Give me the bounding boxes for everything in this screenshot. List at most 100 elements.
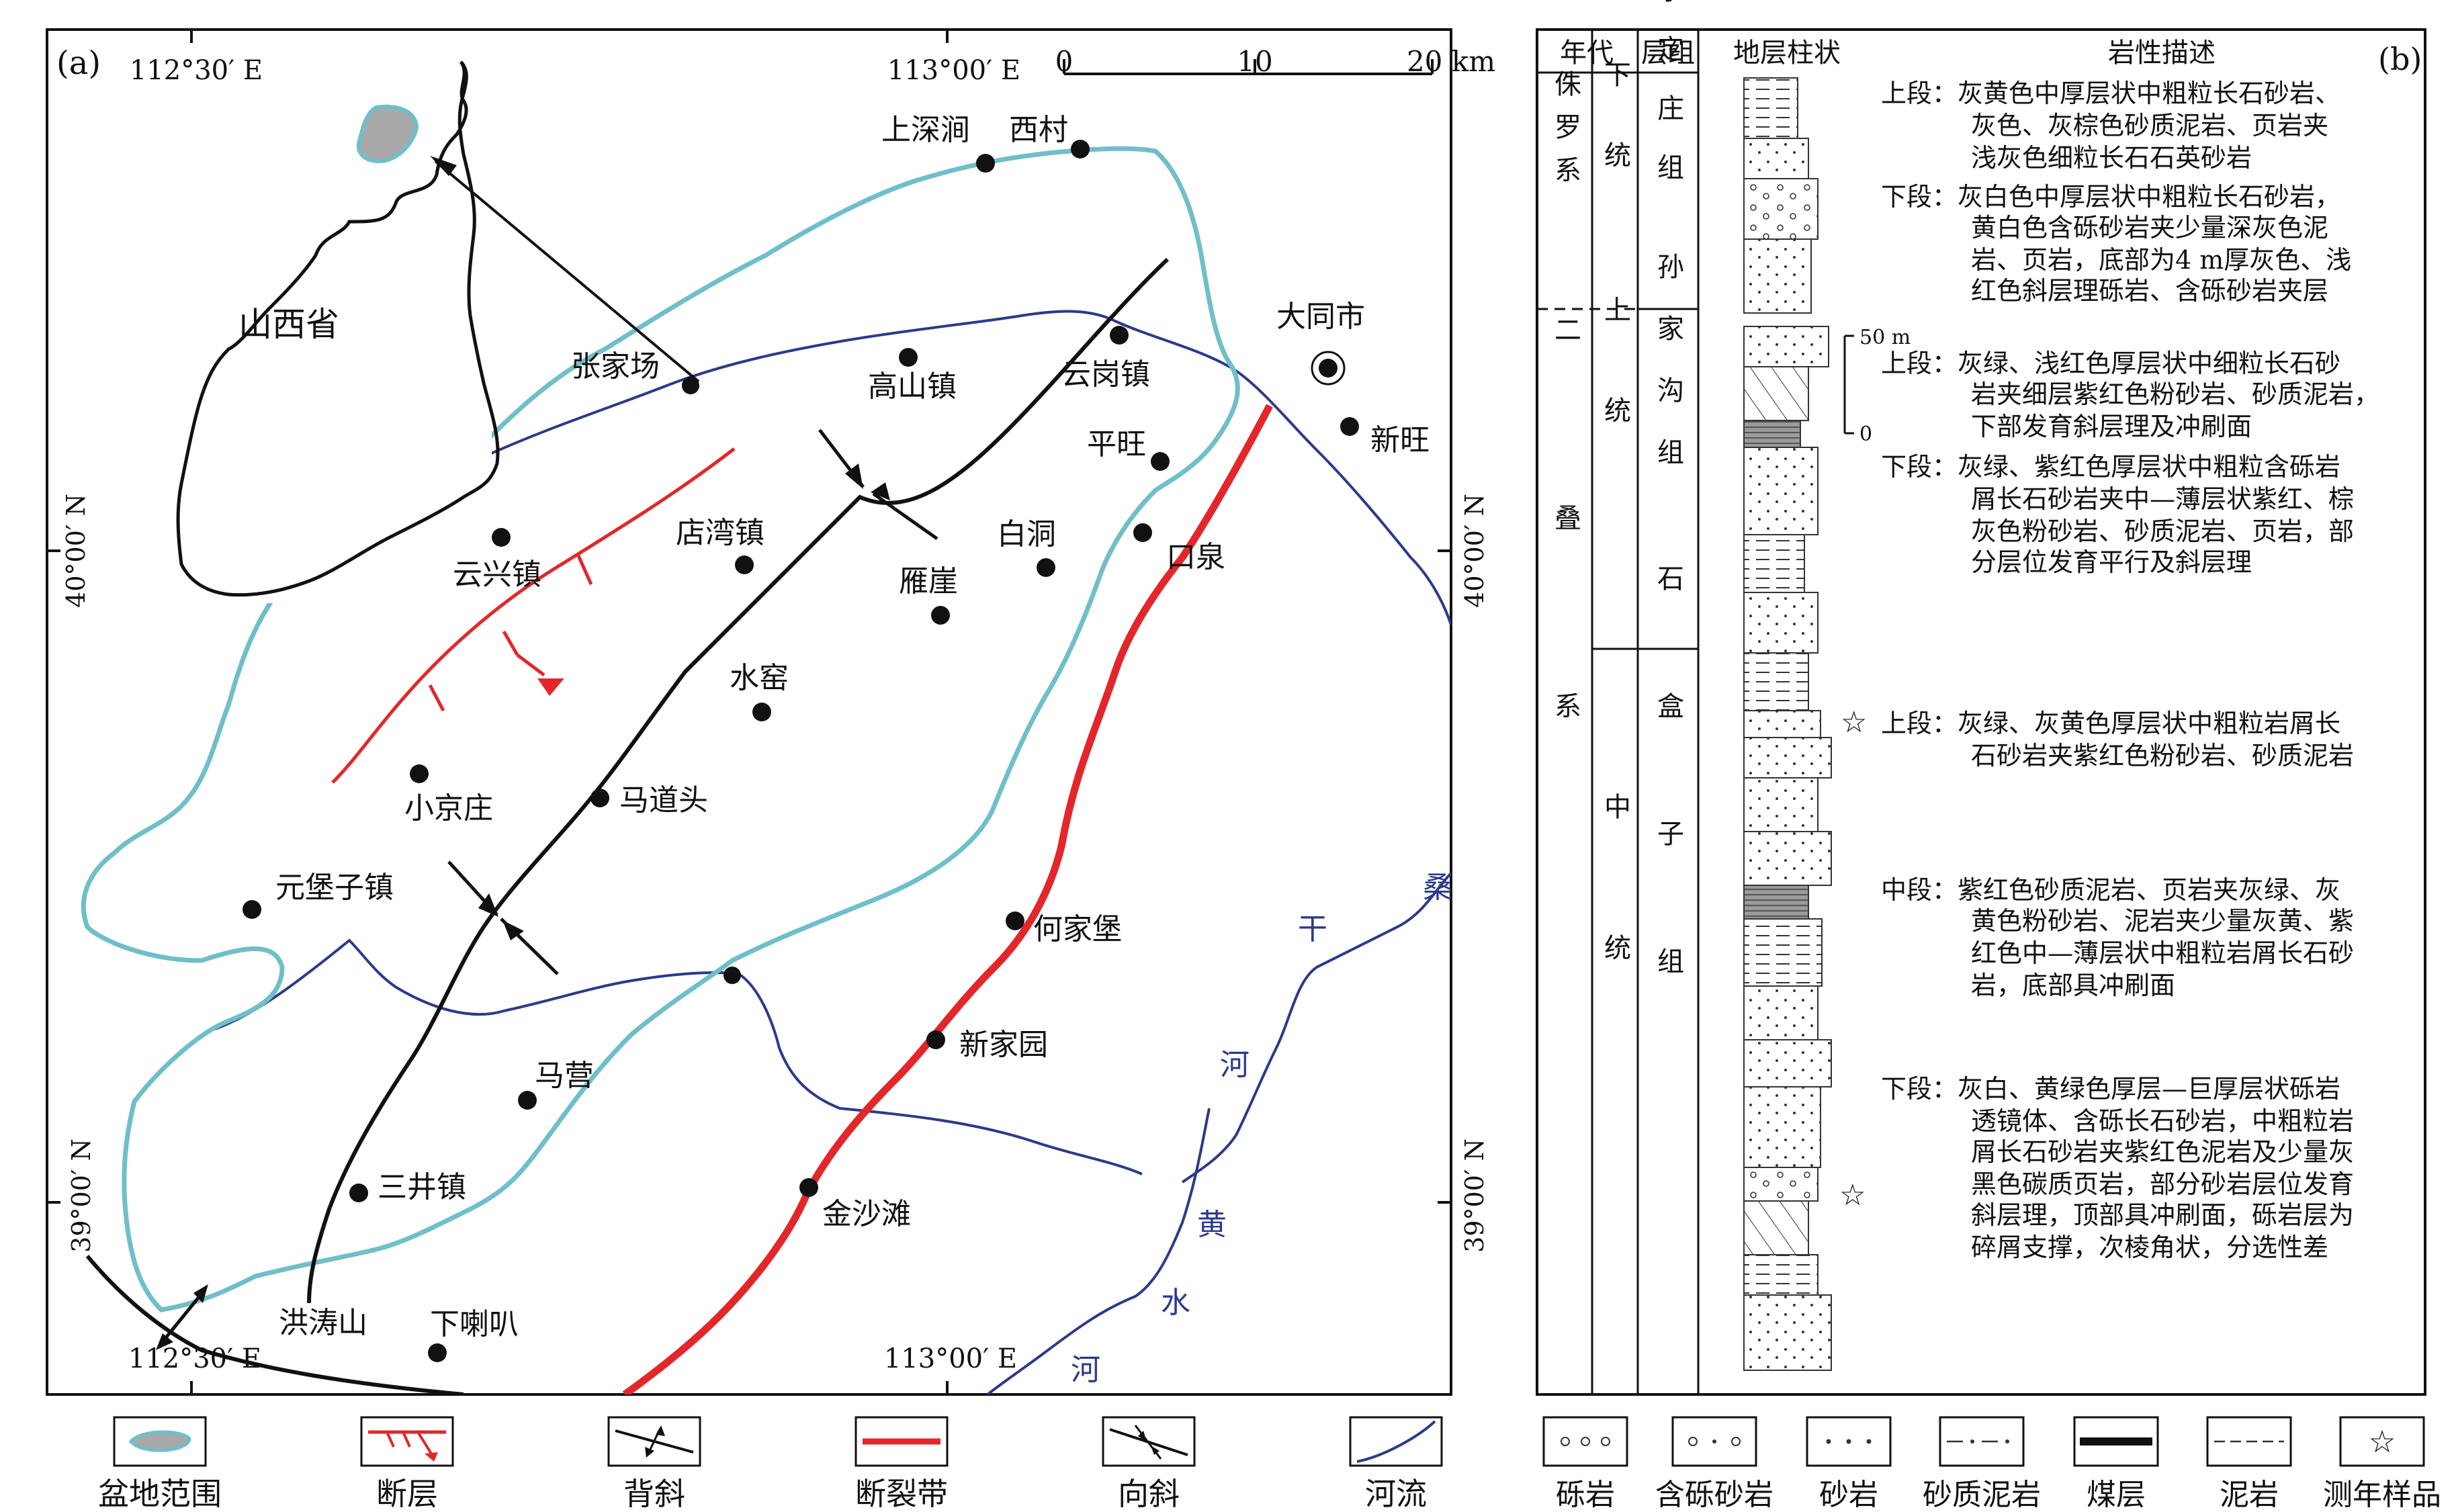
svg-text:煤层: 煤层 [2087,1478,2146,1512]
desc-h-lower: 下段：灰白、黄绿色厚层—巨厚层状砾岩 透镜体、含砾长石砂岩，中粗粒岩 屑长石砂岩… [1881,1074,2354,1262]
lat-left-39: 39°00′ N [67,1139,96,1253]
label-maying: 马营 [535,1059,594,1093]
series-lower: 下统 [1600,60,1630,222]
inset-pointer [434,160,700,383]
strat-column [1743,77,1832,1371]
desc-y-upper: 上段：灰黄色中厚层状中粗粒长石砂岩、 灰色、灰棕色砂质泥岩、页岩夹 浅灰色细粒长… [1881,79,2340,173]
label-kouquan: 口泉 [1166,540,1225,574]
svg-text:含砾砂岩: 含砾砂岩 [1655,1478,1773,1512]
river-label-gan: 干 [1298,912,1327,946]
river-central [214,938,1143,1175]
svg-text:斜层理，顶部具冲刷面，砾岩层为: 斜层理，顶部具冲刷面，砾岩层为 [1971,1200,2354,1230]
svg-text:岩夹细层紫红色粉砂岩、砂质泥岩，: 岩夹细层紫红色粉砂岩、砂质泥岩， [1971,380,2379,409]
datong-city-dot [1319,359,1338,377]
label-pingwang: 平旺 [1087,427,1146,461]
label-yunxingzhen: 云兴镇 [453,558,541,592]
svg-text:上段：灰绿、灰黄色厚层状中粗粒岩屑长: 上段：灰绿、灰黄色厚层状中粗粒岩屑长 [1881,709,2340,738]
label-baidong: 白洞 [997,517,1056,551]
town-dot-jinshatan [799,1178,818,1197]
desc-s-lower: 下段：灰绿、紫红色厚层状中粗粒含砾岩 屑长石砂岩夹中—薄层状紫红、棕 灰色粉砂岩… [1881,452,2354,577]
scale-0: 0 [1055,45,1073,78]
series-upper: 上统 [1600,296,1630,497]
svg-text:上段：灰绿、浅红色厚层状中细粒长石砂: 上段：灰绿、浅红色厚层状中细粒长石砂 [1881,349,2340,378]
svg-text:向斜: 向斜 [1118,1476,1180,1512]
town-dot-zhangjiachang [682,377,699,394]
label-gaoshanzhen: 高山镇 [868,369,957,404]
svg-text:岩，底部具冲刷面: 岩，底部具冲刷面 [1971,971,2175,1000]
lon-bottom-right: 113°00′ E [884,1343,1017,1374]
legend-pebbly-sandstone: 含砾砂岩 [1655,1416,1773,1512]
river-label-huang: 黄 [1197,1208,1227,1242]
lat-right-40: 40°00′ N [1460,494,1489,608]
legend-syncline: 向斜 [1102,1416,1196,1512]
map-frame [46,28,1452,1396]
legend-sandstone: 砂岩 [1806,1416,1892,1512]
label-zhangjiachang: 张家场 [571,349,660,384]
lon-bottom-left: 112°30′ E [128,1343,261,1374]
svg-text:中段：紫红色砂质泥岩、页岩夹灰绿、灰: 中段：紫红色砂质泥岩、页岩夹灰绿、灰 [1881,875,2340,905]
desc-s-upper: 上段：灰绿、浅红色厚层状中细粒长石砂 岩夹细层紫红色粉砂岩、砂质泥岩， 下部发育… [1881,349,2379,441]
svg-text:砾岩: 砾岩 [1556,1478,1615,1512]
legend-conglomerate: 砾岩 [1542,1416,1628,1512]
svg-text:上段：灰黄色中厚层状中粗粒长石砂岩、: 上段：灰黄色中厚层状中粗粒长石砂岩、 [1881,79,2340,108]
label-hejiabao: 何家堡 [1033,912,1122,946]
column-scale-bottom: 0 [1859,423,1872,446]
bl-arrowhead-1 [193,1284,208,1303]
svg-text:红色中—薄层状中粗粒岩屑长石砂: 红色中—薄层状中粗粒岩屑长石砂 [1971,938,2354,968]
scale-20: 20 km [1407,45,1495,78]
svg-text:断裂带: 断裂带 [855,1476,948,1512]
label-xinwang: 新旺 [1370,423,1430,457]
syncline-arrowhead-n1 [845,463,863,489]
inset-basin [356,104,419,164]
svg-text:屑长石砂岩夹紫红色泥岩及少量灰: 屑长石砂岩夹紫红色泥岩及少量灰 [1971,1137,2354,1167]
normal-fault [331,447,736,784]
legend-dating-sample: ☆ 测年样品 [2323,1416,2441,1512]
town-dot-yungangzhen [1110,326,1129,345]
system-permian: 二叠系 [1550,316,1581,880]
frame-ticks [47,30,1451,1394]
desc-y-lower: 下段：灰白色中厚层状中粗粒长石砂岩， 黄白色含砾砂岩夹少量深灰色泥 岩、页岩，底… [1881,182,2351,306]
label-xinjiayuan: 新家园 [959,1028,1048,1062]
label-xialaba: 下喇叭 [430,1307,519,1341]
town-dot-yuanbaozizhen [243,900,261,919]
svg-text:断层: 断层 [376,1476,438,1512]
legend-fault-zone: 断裂带 [854,1416,949,1512]
town-dot-dianwanzhen [735,555,754,574]
panel-b-label: (b) [2378,41,2422,77]
svg-text:浅灰色细粒长石石英砂岩: 浅灰色细粒长石石英砂岩 [1971,143,2252,173]
desc-h-middle: 中段：紫红色砂质泥岩、页岩夹灰绿、灰 黄色粉砂岩、泥岩夹少量灰黄、紫 红色中—薄… [1881,875,2354,1000]
town-dot-baidong [1037,558,1055,577]
hdr-lithology: 岩性描述 [2108,38,2216,69]
lon-top-left: 112°30′ E [130,55,263,86]
town-dot-gaoshanzhen [899,348,918,367]
panel-a-label: (a) [56,44,101,82]
town-dot-shuijiao [752,703,771,721]
svg-text:灰色、灰棕色砂质泥岩、页岩夹: 灰色、灰棕色砂质泥岩、页岩夹 [1971,111,2328,140]
town-dot-shangshenjian [976,154,995,173]
label-yuanbaozizhen: 元堡子镇 [275,871,394,905]
svg-text:下段：灰白色中厚层状中粗粒长石砂岩，: 下段：灰白色中厚层状中粗粒长石砂岩， [1881,182,2340,212]
inset-pointer-head [430,156,457,176]
anticline-axis [307,257,1170,1304]
scale-10: 10 [1237,45,1272,78]
sample-star-2: ☆ [1839,1178,1866,1212]
fm-yongdingzhuang: 永定庄组 [1653,0,1683,212]
svg-text:盆地范围: 盆地范围 [98,1476,222,1512]
bl-arrowhead-2 [156,1333,173,1350]
label-madaotou: 马道头 [619,783,708,817]
sample-star-1: ☆ [1841,705,1867,740]
town-dot-xialaba [428,1343,447,1362]
label-shangshenjian: 上深涧 [881,113,970,147]
panel-b: 年代 层组 地层柱状 岩性描述 (b) 侏罗系 二叠系 下统 上统 中统 永定庄… [1536,0,2426,1396]
label-xicun: 西村 [1009,113,1068,147]
lat-left-40: 40°00′ N [61,494,91,608]
legend-sandy-mudstone: 砂质泥岩 [1923,1416,2041,1512]
label-shuijiao: 水窑 [730,661,789,695]
town-dot-kouquan [1133,523,1152,542]
svg-text:泥岩: 泥岩 [2220,1478,2279,1512]
legend-fault: 断层 [360,1416,454,1512]
bottom-left-double-arrow [160,1288,206,1345]
legend-a: 盆地范围 断层 背斜 断裂带 [98,1416,1443,1512]
river-label-sang: 桑 [1423,871,1452,905]
datong-city-ring [1311,351,1346,386]
